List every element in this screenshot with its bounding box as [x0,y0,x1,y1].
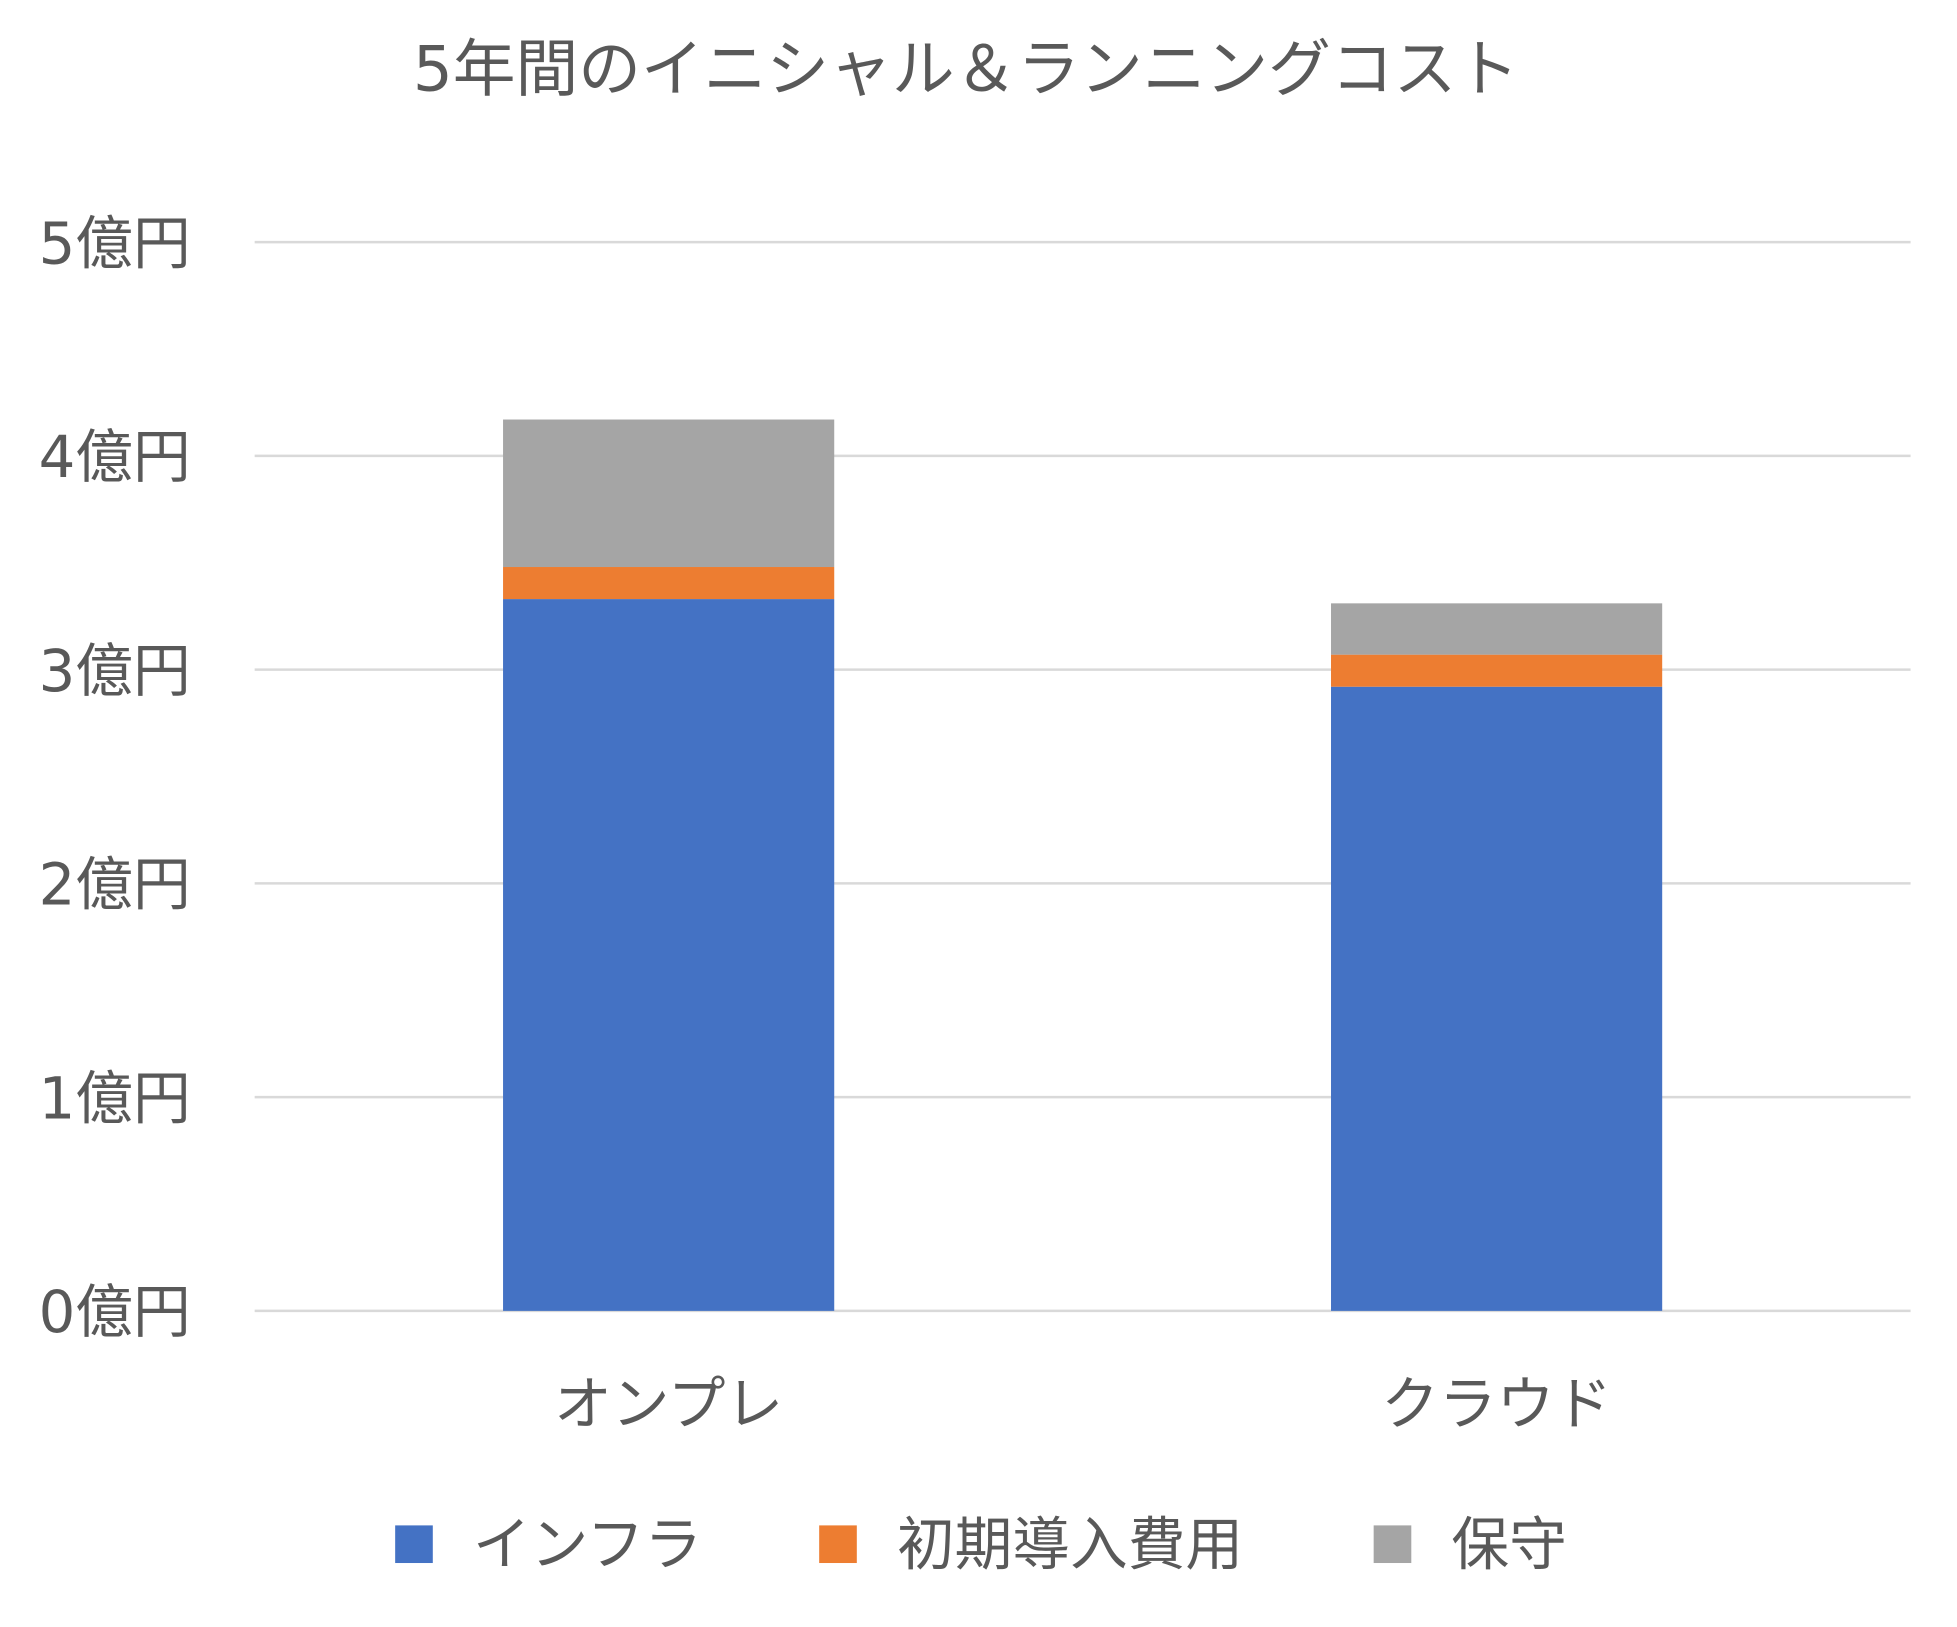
bar-segment [503,419,835,568]
legend-swatch [819,1525,857,1564]
y-tick-label: 2億円 [39,851,191,919]
legend-swatch [395,1525,433,1564]
legend-swatch [1373,1525,1412,1564]
y-tick-label: 5億円 [39,209,191,277]
bar-segment [503,567,835,600]
bar-segment [1331,603,1663,655]
y-tick-label: 0億円 [39,1278,191,1346]
y-tick-label: 1億円 [39,1064,191,1132]
chart-title: 5年間のイニシャル＆ランニングコスト [413,32,1519,105]
y-tick-label: 4億円 [39,423,191,491]
bar-segment [503,599,835,1311]
y-tick-label: 3億円 [39,637,191,705]
legend-label: 保守 [1451,1510,1566,1578]
x-tick-label: オンプレ [554,1370,783,1438]
bar-segment [1331,654,1663,687]
bar-segment [1331,686,1663,1311]
legend-label: インフラ [473,1510,702,1578]
x-tick-label: クラウド [1381,1370,1612,1438]
legend-label: 初期導入費用 [897,1510,1243,1578]
